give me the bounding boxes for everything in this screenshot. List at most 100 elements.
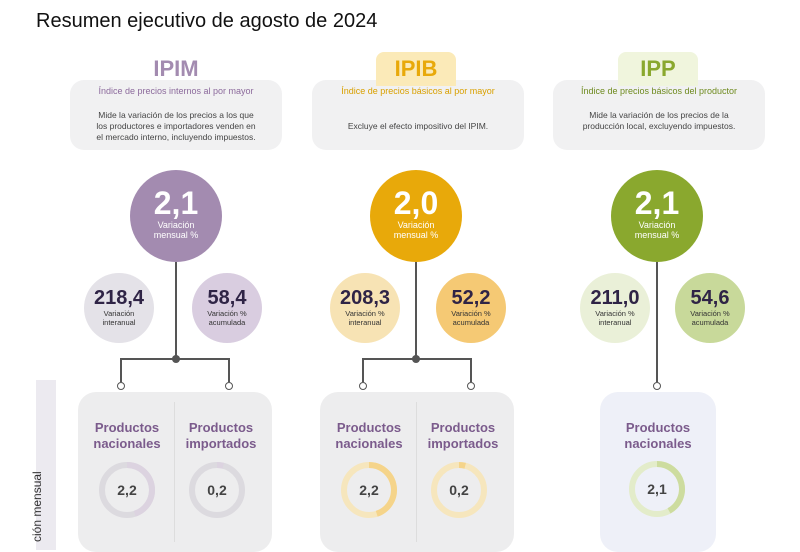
- ipim-accumulated-circle: 58,4 Variación % acumulada: [192, 273, 262, 343]
- ipim-monthly-label: mensual %: [153, 230, 199, 240]
- ipp-description: Mide la variación de los precios de la p…: [555, 110, 763, 132]
- ipim-connector-branch: [120, 358, 230, 360]
- ipib-connector: [415, 262, 417, 359]
- ipim-product-national-name: Productos nacionales: [84, 420, 170, 452]
- ipib-product-imported-name: Productos importados: [418, 420, 508, 452]
- ipp-national-value: 2,1: [647, 481, 667, 497]
- ipp-subtitle: Índice de precios básicos del productor: [580, 86, 738, 96]
- ipib-interannual-circle: 208,3 Variación % interanual: [330, 273, 400, 343]
- ipib-connector-branch: [362, 358, 472, 360]
- side-band: [36, 380, 56, 550]
- ipim-connector: [175, 262, 177, 359]
- ipim-connector-end: [225, 382, 233, 390]
- ipib-accumulated-circle: 52,2 Variación % acumulada: [436, 273, 506, 343]
- ipim-desc-line: Mide la variación de los precios a los q…: [98, 110, 254, 120]
- ipim-interannual-circle: 218,4 Variación interanual: [84, 273, 154, 343]
- ipp-connector-end: [653, 382, 661, 390]
- ipp-accumulated-circle: 54,6 Variación % acumulada: [675, 273, 745, 343]
- ipib-panel-divider: [416, 402, 417, 542]
- ipim-connector-right: [228, 358, 230, 382]
- ipim-accumulated-label: acumulada: [208, 318, 246, 327]
- ipib-acronym: IPIB: [376, 52, 456, 86]
- product-name-line: importados: [427, 436, 499, 451]
- ipim-desc-line: los productores e importadores venden en: [96, 121, 256, 131]
- ipim-interannual-label: interanual: [102, 318, 136, 327]
- ipim-acronym: IPIM: [153, 56, 199, 81]
- ipim-description: Mide la variación de los precios a los q…: [72, 110, 280, 143]
- donut-progress: [126, 462, 155, 517]
- ipib-monthly-label: Variación: [397, 220, 435, 230]
- donut-progress: [368, 462, 397, 517]
- ipp-interannual-value: 211,0: [590, 287, 640, 309]
- ipp-desc-line: Mide la variación de los precios de la: [589, 110, 729, 120]
- ipp-accumulated-label: acumulada: [691, 318, 729, 327]
- product-name-line: Productos: [625, 420, 691, 435]
- product-name-line: Productos: [94, 420, 160, 435]
- ipim-national-value: 2,2: [117, 482, 137, 498]
- ipib-description-box: [312, 80, 524, 150]
- ipp-acronym: IPP: [618, 52, 698, 86]
- ipib-national-donut: [341, 462, 397, 518]
- ipp-description-box: [553, 80, 765, 150]
- product-name-line: nacionales: [335, 436, 403, 451]
- ipim-accumulated-value: 58,4: [207, 287, 247, 309]
- ipib-interannual-value: 208,3: [339, 287, 391, 309]
- ipp-monthly-circle: 2,1 Variación mensual %: [611, 170, 703, 262]
- ipib-product-national-name: Productos nacionales: [326, 420, 412, 452]
- ipib-monthly-label: mensual %: [393, 230, 439, 240]
- ipib-desc-line: Excluye el efecto impositivo del IPIM.: [347, 121, 489, 131]
- ipim-product-imported-name: Productos importados: [176, 420, 266, 452]
- ipim-desc-line: el mercado interno, incluyendo impuestos…: [96, 132, 256, 142]
- ipib-monthly-circle: 2,0 Variación mensual %: [370, 170, 462, 262]
- product-name-line: nacionales: [624, 436, 692, 451]
- ipim-interannual-label: Variación: [103, 309, 135, 318]
- ipp-monthly-value: 2,1: [634, 185, 680, 221]
- ipp-interannual-label: Variación %: [595, 309, 635, 318]
- ipib-monthly-value: 2,0: [393, 185, 439, 221]
- donut-progress: [656, 461, 685, 514]
- ipim-monthly-value: 2,1: [153, 185, 199, 221]
- ipib-imported-value: 0,2: [449, 482, 469, 498]
- ipp-interannual-circle: 211,0 Variación % interanual: [580, 273, 650, 343]
- ipp-accumulated-value: 54,6: [690, 287, 730, 309]
- product-name-line: Productos: [430, 420, 496, 435]
- ipib-connector-left: [362, 358, 364, 382]
- ipim-panel-divider: [174, 402, 175, 542]
- ipp-accumulated-label: Variación %: [690, 309, 730, 318]
- ipim-monthly-label: Variación: [157, 220, 195, 230]
- page-title: Resumen ejecutivo de agosto de 2024: [36, 10, 378, 32]
- product-name-line: nacionales: [93, 436, 161, 451]
- ipp-connector: [656, 262, 658, 382]
- ipib-accumulated-value: 52,2: [451, 287, 491, 309]
- ipp-interannual-label: interanual: [598, 318, 632, 327]
- ipib-description: Excluye el efecto impositivo del IPIM.: [314, 121, 522, 132]
- ipim-national-donut: [99, 462, 155, 518]
- ipim-monthly-circle: 2,1 Variación mensual %: [130, 170, 222, 262]
- ipim-connector-left: [120, 358, 122, 382]
- side-label: ción mensual: [30, 471, 44, 542]
- product-name-line: importados: [185, 436, 257, 451]
- ipp-product-national-name: Productos nacionales: [606, 420, 710, 452]
- ipim-subtitle: Índice de precios internos al por mayor: [98, 86, 254, 96]
- ipib-imported-donut: [431, 462, 487, 518]
- ipib-connector-end: [359, 382, 367, 390]
- ipib-connector-right: [470, 358, 472, 382]
- ipim-interannual-value: 218,4: [93, 287, 145, 309]
- ipib-subtitle: Índice de precios básicos al por mayor: [341, 86, 495, 96]
- ipim-description-box: [70, 80, 282, 150]
- ipp-monthly-label: mensual %: [634, 230, 680, 240]
- ipib-accumulated-label: Variación %: [451, 309, 491, 318]
- ipib-interannual-label: interanual: [348, 318, 382, 327]
- ipp-national-donut: [629, 461, 685, 517]
- product-name-line: Productos: [188, 420, 254, 435]
- ipib-connector-end: [467, 382, 475, 390]
- product-name-line: Productos: [336, 420, 402, 435]
- donut-progress: [458, 462, 466, 469]
- ipp-desc-line: producción local, excluyendo impuestos.: [582, 121, 736, 131]
- ipim-imported-donut: [189, 462, 245, 518]
- ipim-accumulated-label: Variación %: [207, 309, 247, 318]
- ipib-accumulated-label: acumulada: [452, 318, 490, 327]
- ipim-connector-end: [117, 382, 125, 390]
- donut-progress: [216, 462, 224, 469]
- ipim-imported-value: 0,2: [207, 482, 227, 498]
